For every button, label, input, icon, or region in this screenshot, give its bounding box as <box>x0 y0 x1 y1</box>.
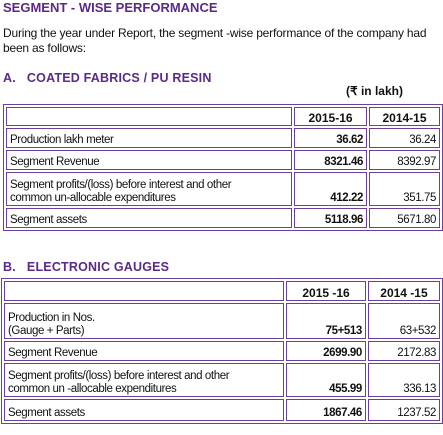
row-label-line: Segment Revenue <box>10 156 100 168</box>
data-row: Segment profits/(loss) before interest a… <box>6 172 440 206</box>
cell-value: 75+513 <box>286 303 366 339</box>
cell-value: 8321.46 <box>294 150 367 170</box>
cell-value: 5671.80 <box>368 208 440 228</box>
header-blank <box>6 107 293 126</box>
cell-value: 336.13 <box>367 363 440 397</box>
row-label: Segment profits/(loss) before interest a… <box>6 172 293 206</box>
data-row: Production in Nos. (Gauge + Parts) 75+513 6… <box>4 303 440 339</box>
data-row: Segment Revenue 2699.90 2172.83 <box>4 341 440 361</box>
intro-text: During the year under Report, the segmen… <box>3 26 427 55</box>
cell-value: 36.62 <box>294 128 367 148</box>
cell-value: 455.99 <box>286 363 366 397</box>
header-row: 2015-16 2014-15 <box>6 107 440 126</box>
cell-value: 1867.46 <box>286 399 366 421</box>
header-row: 2015 -16 2014 -15 <box>4 281 440 301</box>
data-row: Segment assets 5118.96 5671.80 <box>6 208 440 228</box>
row-label: Production lakh meter <box>6 128 293 148</box>
data-row: Segment assets 1867.46 1237.52 <box>4 399 440 421</box>
cell-value: 5118.96 <box>294 208 367 228</box>
column-header: 2015 -16 <box>286 281 366 301</box>
row-label: Segment assets <box>4 399 285 421</box>
cell-value: 2172.83 <box>367 341 440 361</box>
cell-value: 63+532 <box>367 303 440 339</box>
row-label: Segment Revenue <box>6 150 293 170</box>
cell-value: 8392.97 <box>368 150 440 170</box>
row-label: Segment Revenue <box>4 341 285 361</box>
row-label-line: Segment profits/(loss) before interest a… <box>10 179 232 191</box>
column-header: 2014 -15 <box>367 281 440 301</box>
cell-value: 1237.52 <box>367 399 440 421</box>
cell-value: 351.75 <box>368 172 440 206</box>
row-label: Production in Nos. (Gauge + Parts) <box>4 303 285 339</box>
row-label-line: Segment Revenue <box>8 347 98 359</box>
row-label-line: Production in Nos. <box>8 312 95 324</box>
data-row: Segment Revenue 8321.46 8392.97 <box>6 150 440 170</box>
unit-label: (₹ in lakh) <box>346 84 403 98</box>
segment-table: 2015-16 2014-15 Production lakh meter 36.62… <box>3 104 443 231</box>
section-title: A. COATED FABRICS / PU RESIN <box>3 71 212 85</box>
data-row: Production lakh meter 36.62 36.24 <box>6 128 440 148</box>
section-title: B. ELECTRONIC GAUGES <box>3 260 170 274</box>
row-label-line: Segment assets <box>10 214 87 226</box>
cell-value: 2699.90 <box>286 341 366 361</box>
row-label-line: (Gauge + Parts) <box>8 325 85 337</box>
row-label-line: Production lakh meter <box>10 134 114 146</box>
row-label: Segment profits/(loss) before interest a… <box>4 363 285 397</box>
data-row: Segment profits/(loss) before interest a… <box>4 363 440 397</box>
cell-value: 36.24 <box>368 128 440 148</box>
page-title: SEGMENT - WISE PERFORMANCE <box>3 0 218 15</box>
column-header: 2014-15 <box>368 107 440 126</box>
row-label-line: Segment assets <box>8 407 85 419</box>
row-label-line: Segment profits/(loss) before interest a… <box>8 370 230 382</box>
row-label-line: common un -allocable expenditures <box>8 383 177 395</box>
row-label: Segment assets <box>6 208 293 228</box>
row-label-line: common un-allocable expenditures <box>10 192 176 204</box>
segment-table: 2015 -16 2014 -15 Production in Nos. (Gauge… <box>1 278 443 424</box>
cell-value: 412.22 <box>294 172 367 206</box>
column-header: 2015-16 <box>294 107 367 126</box>
header-blank <box>4 281 285 301</box>
